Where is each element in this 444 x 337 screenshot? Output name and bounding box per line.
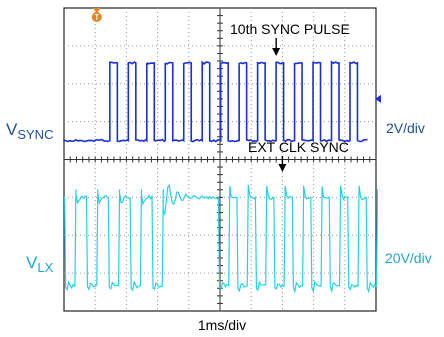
annotation-ext-clk-sync: EXT CLK SYNC — [248, 139, 349, 155]
annotation-10th-sync-pulse: 10th SYNC PULSE — [230, 21, 350, 37]
vlx-scale-label: 20V/div — [385, 250, 432, 266]
trigger-marker-label: T — [94, 13, 99, 22]
x-axis-label: 1ms/div — [198, 317, 246, 333]
graticule — [64, 8, 376, 311]
vsync-label: VSYNC — [6, 120, 53, 142]
vlx-label: VLX — [26, 253, 54, 275]
vsync-scale-label: 2V/div — [386, 120, 425, 136]
